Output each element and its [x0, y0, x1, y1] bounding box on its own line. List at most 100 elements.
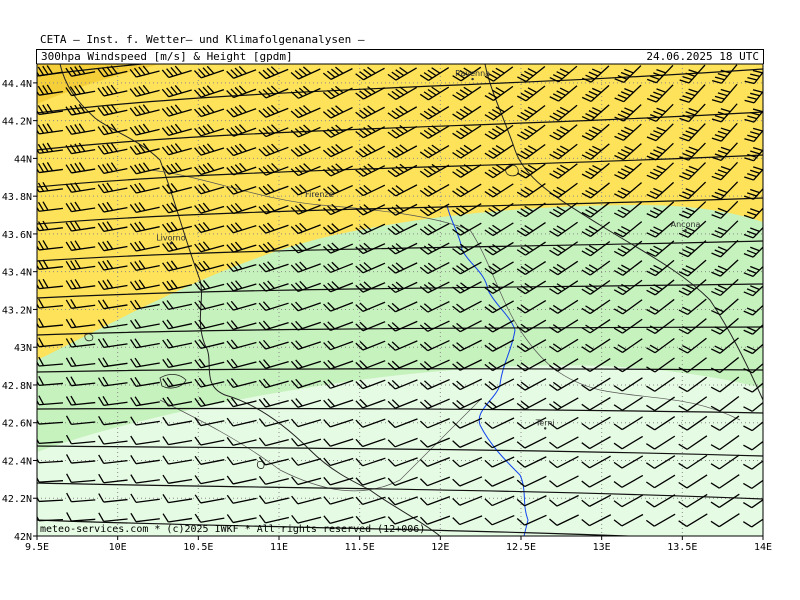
lat-tick-label: 42N — [14, 532, 32, 543]
wind-barb — [65, 415, 96, 426]
wind-barb — [710, 493, 740, 508]
wind-barb — [387, 457, 418, 467]
wind-barb — [678, 181, 707, 200]
wind-barb — [387, 418, 418, 429]
wind-barb — [226, 397, 257, 408]
wind-barb — [65, 142, 96, 155]
wind-barb — [452, 86, 482, 101]
wind-barb — [37, 376, 64, 387]
wind-barb — [387, 163, 418, 178]
wind-barb — [743, 454, 763, 470]
wind-barb — [646, 123, 674, 142]
wind-barb — [226, 104, 257, 118]
wind-barb — [452, 164, 482, 178]
wind-barb — [129, 104, 160, 117]
wind-barb — [678, 220, 707, 238]
wind-barb — [743, 415, 763, 432]
wind-barb — [387, 476, 418, 487]
wind-barb — [516, 163, 546, 179]
lat-tick-label: 44N — [14, 154, 32, 165]
wind-barb — [581, 182, 610, 199]
wind-barb — [452, 476, 483, 487]
wind-barb — [581, 338, 611, 353]
wind-barb — [37, 434, 64, 445]
wind-barb — [419, 378, 450, 390]
height-isoline — [37, 240, 763, 262]
wind-barb — [581, 455, 611, 469]
wind-barb — [323, 321, 354, 331]
wind-barb — [452, 242, 482, 256]
wind-barb — [581, 221, 611, 238]
wind-barb — [162, 358, 193, 369]
wind-barb — [226, 222, 257, 234]
wind-barb — [710, 474, 740, 489]
wind-barb — [581, 416, 611, 430]
wind-barb — [710, 376, 740, 393]
wind-barb — [679, 84, 706, 103]
wind-barb — [614, 162, 642, 180]
wind-barb — [194, 339, 225, 350]
height-isoline — [37, 368, 763, 373]
wind-barb — [290, 301, 321, 312]
wind-barb — [678, 318, 707, 335]
wind-barb — [549, 475, 579, 488]
wind-barb — [613, 494, 644, 508]
wind-barb — [258, 124, 289, 138]
wind-barb — [614, 182, 642, 199]
wind-barb — [130, 338, 160, 349]
wind-barb — [323, 242, 354, 254]
wind-barb — [226, 417, 257, 427]
wind-barb — [323, 223, 354, 235]
wind-barb — [162, 416, 193, 426]
wind-barb — [549, 163, 578, 179]
wind-barb — [291, 476, 322, 486]
wind-barb — [452, 339, 482, 352]
region-boundary — [149, 169, 741, 421]
wind-barb — [322, 184, 353, 196]
wind-barb — [517, 105, 546, 121]
wind-barb — [97, 104, 128, 116]
wind-barb — [97, 357, 128, 368]
wind-barb — [711, 259, 739, 277]
wind-barb — [452, 66, 482, 82]
wind-barb — [549, 241, 579, 256]
wind-barb — [129, 240, 160, 252]
wind-barb — [710, 337, 739, 354]
wind-barb — [258, 222, 289, 234]
wind-barb — [744, 103, 763, 123]
wind-barb — [419, 339, 450, 352]
wind-barb — [162, 338, 193, 349]
wind-barb — [37, 123, 63, 135]
wind-barb — [162, 396, 193, 407]
wind-barb — [66, 492, 96, 503]
wind-barb — [258, 261, 289, 273]
wind-barb — [742, 512, 763, 528]
wind-barb — [258, 162, 289, 176]
wind-barb — [516, 222, 546, 237]
wind-barb — [452, 515, 483, 526]
wind-barb — [322, 85, 353, 100]
lon-tick-label: 9.5E — [25, 542, 49, 553]
wind-barb — [387, 398, 418, 409]
wind-barb — [646, 64, 674, 84]
wind-barb — [194, 436, 225, 446]
wind-barb — [387, 242, 418, 255]
wind-barb — [711, 161, 739, 181]
wind-barb — [290, 105, 321, 119]
wind-barb — [516, 417, 547, 430]
wind-barb — [581, 260, 611, 276]
wind-barb — [711, 278, 739, 297]
wind-barb — [484, 339, 515, 352]
wind-barb — [711, 298, 739, 316]
wind-barb — [646, 84, 674, 103]
wind-barb — [97, 240, 128, 252]
wind-barb — [98, 512, 128, 523]
wind-barb — [130, 435, 160, 445]
wind-barb — [484, 358, 515, 372]
wind-barb — [194, 85, 225, 98]
wind-barb — [130, 396, 160, 407]
wind-barb — [65, 201, 96, 213]
wind-barb — [549, 416, 579, 430]
city-label: Ravenna — [455, 69, 490, 78]
wind-barb — [387, 203, 418, 216]
